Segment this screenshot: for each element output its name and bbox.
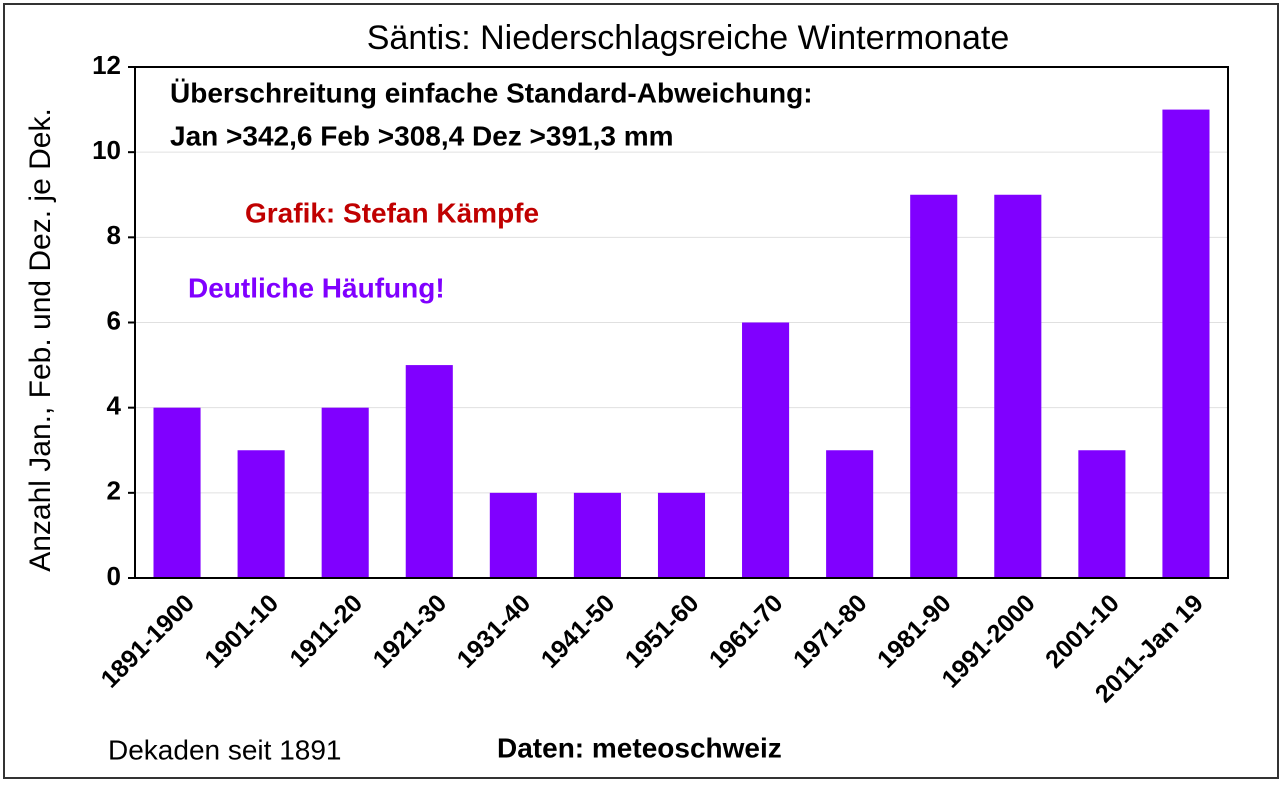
bar (994, 194, 1042, 578)
annotation: Jan >342,6 Feb >308,4 Dez >391,3 mm (170, 120, 674, 151)
y-tick-label: 8 (107, 220, 121, 250)
bar (657, 492, 706, 578)
source-note: Daten: meteoschweiz (497, 732, 782, 763)
annotation: Überschreitung einfache Standard-Abweich… (170, 77, 813, 108)
bar (405, 365, 453, 578)
bar (321, 407, 369, 578)
plot-border (134, 66, 1229, 579)
annotation: Deutliche Häufung! (188, 272, 445, 303)
y-tick-label: 6 (107, 305, 121, 335)
chart-title: Säntis: Niederschlagsreiche Wintermonate (367, 19, 1010, 57)
bar (742, 322, 790, 578)
annotation: Grafik: Stefan Kämpfe (245, 197, 539, 228)
y-axis-label: Anzahl Jan., Feb. und Dez. je Dek. (24, 108, 57, 572)
y-tick-label: 0 (107, 561, 121, 591)
bar (1162, 109, 1210, 578)
bar (237, 450, 285, 578)
y-tick-label: 12 (92, 50, 121, 80)
bar (573, 492, 621, 578)
y-tick-label: 2 (107, 476, 121, 506)
bar (489, 492, 537, 578)
y-tick-label: 4 (107, 391, 122, 421)
y-tick-label: 10 (92, 135, 121, 165)
bar (910, 194, 958, 578)
bar (1078, 450, 1126, 578)
bar (826, 450, 874, 578)
bar (153, 407, 201, 578)
x-axis-label: Dekaden seit 1891 (108, 734, 342, 765)
